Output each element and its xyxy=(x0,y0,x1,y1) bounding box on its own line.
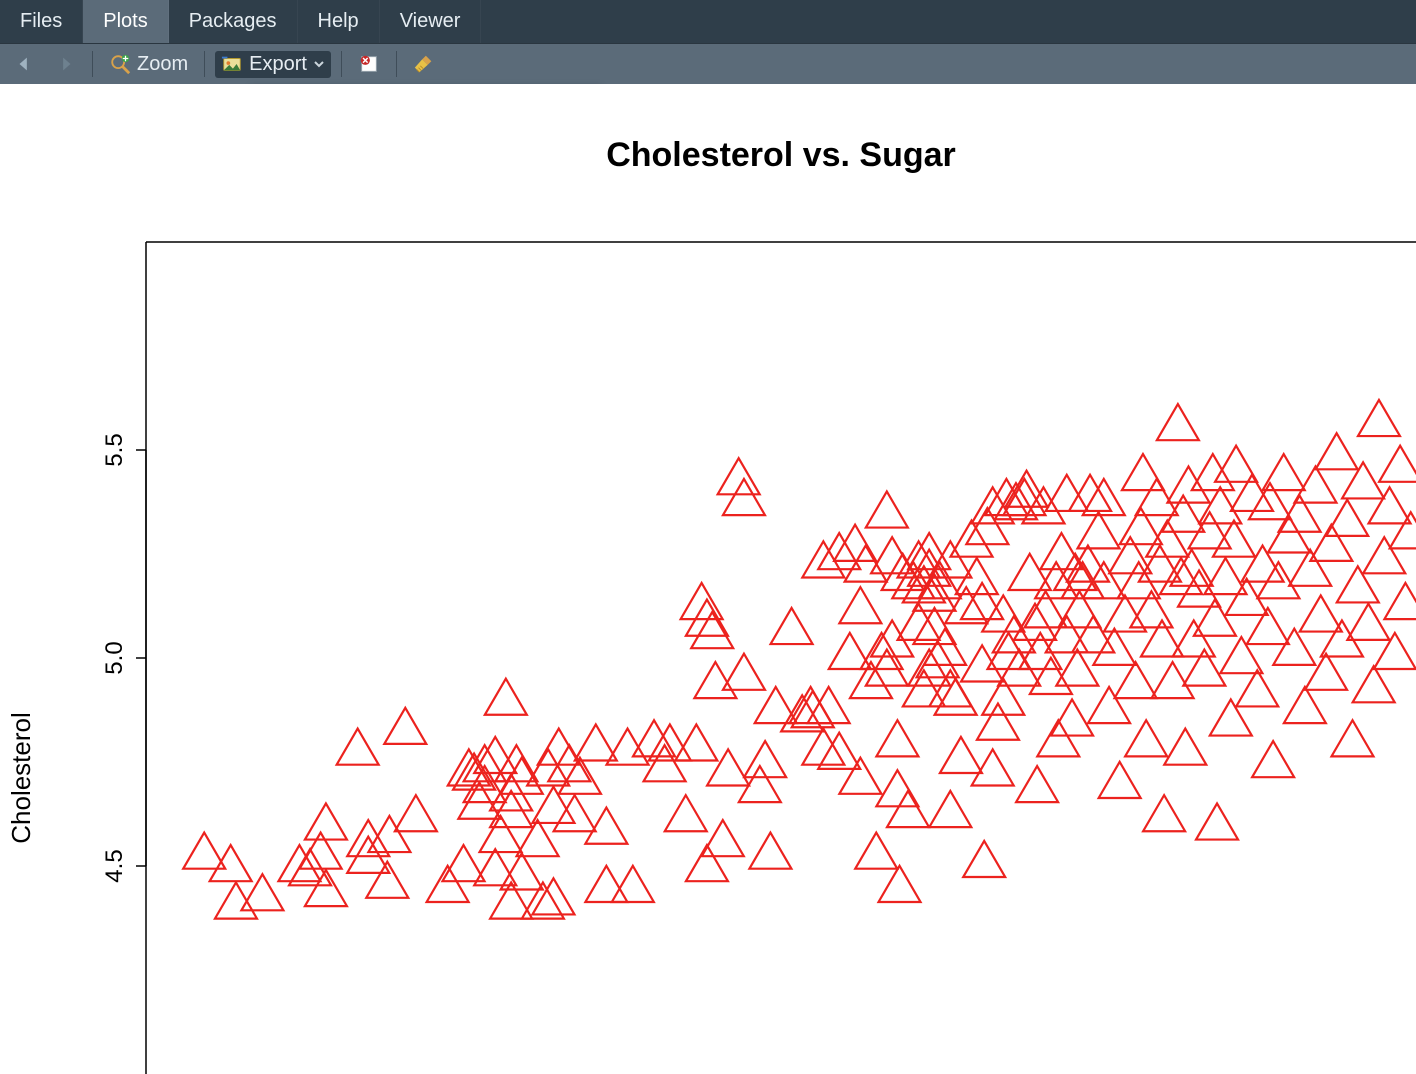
plots-toolbar: Zoom Export xyxy=(0,44,1416,84)
remove-plot-button[interactable] xyxy=(352,51,386,77)
separator xyxy=(204,51,205,77)
tab-label: Packages xyxy=(189,10,277,33)
tab-files[interactable]: Files xyxy=(0,0,83,43)
zoom-button[interactable]: Zoom xyxy=(103,51,194,78)
tab-plots[interactable]: Plots xyxy=(83,0,168,43)
clear-all-button[interactable] xyxy=(407,51,441,77)
export-label: Export xyxy=(249,53,307,76)
plot-area: Cholesterol vs. Sugar 4.5 5.0 5.5 Cholestero… xyxy=(0,84,1416,1074)
separator xyxy=(92,51,93,77)
delete-plot-icon xyxy=(358,53,380,75)
pane-tabs: Files Plots Packages Help Viewer xyxy=(0,0,1416,44)
svg-text:Cholesterol: Cholesterol xyxy=(6,712,36,844)
export-button[interactable]: Export xyxy=(215,51,331,78)
svg-text:4.5: 4.5 xyxy=(101,849,128,882)
svg-text:Cholesterol vs. Sugar: Cholesterol vs. Sugar xyxy=(606,136,956,174)
separator xyxy=(396,51,397,77)
svg-text:5.5: 5.5 xyxy=(101,433,128,466)
tab-viewer[interactable]: Viewer xyxy=(380,0,482,43)
nav-back-button[interactable] xyxy=(8,51,42,77)
svg-text:5.0: 5.0 xyxy=(101,641,128,674)
tab-label: Viewer xyxy=(400,10,461,33)
scatter-plot: Cholesterol vs. Sugar 4.5 5.0 5.5 Cholestero… xyxy=(0,84,1416,1074)
tab-label: Plots xyxy=(103,10,147,33)
tab-packages[interactable]: Packages xyxy=(169,0,298,43)
tab-label: Help xyxy=(318,10,359,33)
separator xyxy=(341,51,342,77)
magnifier-plus-icon xyxy=(109,53,131,75)
export-icon xyxy=(221,53,243,75)
arrow-right-icon xyxy=(54,53,76,75)
nav-forward-button[interactable] xyxy=(48,51,82,77)
chevron-down-icon xyxy=(313,58,325,70)
arrow-left-icon xyxy=(14,53,36,75)
broom-icon xyxy=(413,53,435,75)
tab-help[interactable]: Help xyxy=(298,0,380,43)
tab-label: Files xyxy=(20,10,62,33)
zoom-label: Zoom xyxy=(137,53,188,76)
